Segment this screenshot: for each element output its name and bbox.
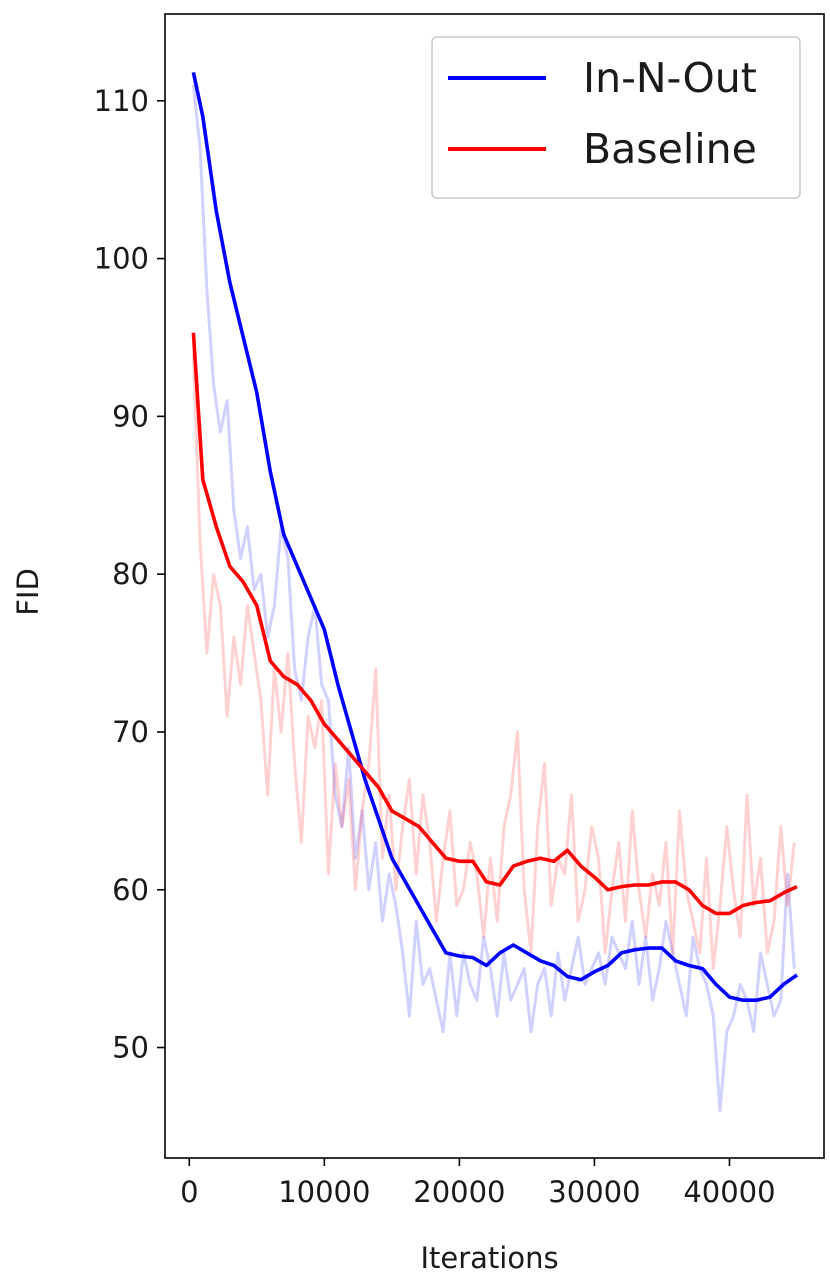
y-tick-label: 100 bbox=[94, 242, 149, 276]
y-tick-label: 90 bbox=[112, 399, 149, 433]
legend-label-in-n-out: In-N-Out bbox=[583, 54, 757, 102]
raw-series-line-blue bbox=[191, 84, 796, 1113]
smoothed-series-group bbox=[191, 72, 799, 1003]
x-tick-label: 40000 bbox=[683, 1175, 775, 1209]
y-tick-label: 70 bbox=[112, 715, 149, 749]
series-line-in-n-out bbox=[191, 72, 799, 1003]
y-tick-label: 110 bbox=[94, 84, 149, 118]
raw-series-line-red bbox=[191, 353, 796, 971]
legend-label-baseline: Baseline bbox=[583, 125, 757, 173]
x-tick-label: 20000 bbox=[413, 1175, 505, 1209]
ticks-group: 0 10000 20000 30000 40000 50 60 70 80 90 100 110 bbox=[94, 84, 776, 1209]
y-axis-label: FID bbox=[11, 568, 45, 616]
series-line-baseline bbox=[191, 332, 798, 916]
y-tick-label: 50 bbox=[112, 1031, 149, 1065]
raw-series-group bbox=[191, 84, 796, 1113]
x-tick-label: 0 bbox=[180, 1175, 198, 1209]
y-tick-label: 60 bbox=[112, 873, 149, 907]
axes-group bbox=[164, 13, 825, 1159]
x-axis-label: Iterations bbox=[420, 1241, 558, 1275]
plot-frame bbox=[164, 13, 825, 1159]
x-tick-label: 30000 bbox=[548, 1175, 640, 1209]
y-tick-label: 80 bbox=[112, 557, 149, 591]
x-tick-label: 10000 bbox=[278, 1175, 370, 1209]
legend: In-N-Out Baseline bbox=[431, 36, 801, 199]
